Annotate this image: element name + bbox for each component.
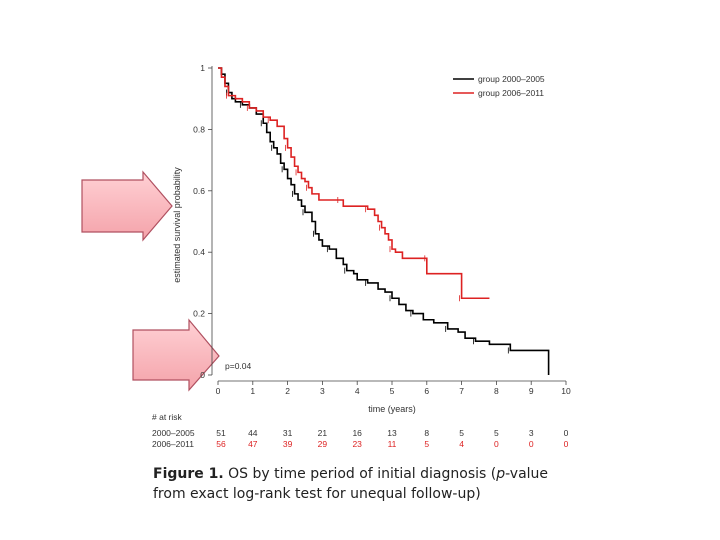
x-axis-label: time (years)	[368, 404, 416, 414]
y-tick-label: 0.8	[193, 124, 205, 134]
at-risk-group-label-2: 2006–2011	[152, 439, 194, 449]
p-value-annotation: p=0.04	[225, 361, 252, 371]
at-risk-value: 29	[318, 439, 328, 449]
at-risk-value: 21	[318, 428, 328, 438]
y-tick-label: 0.4	[193, 247, 205, 257]
x-tick-label: 9	[529, 386, 534, 396]
at-risk-group-label-1: 2000–2005	[152, 428, 195, 438]
x-tick-label: 6	[424, 386, 429, 396]
legend-label-2: group 2006–2011	[478, 88, 544, 98]
at-risk-value: 39	[283, 439, 293, 449]
x-tick-label: 3	[320, 386, 325, 396]
caption-text-2: -value from exact log-rank test for uneq…	[153, 466, 549, 502]
at-risk-value: 51	[216, 428, 226, 438]
legend-label-1: group 2000–2005	[478, 74, 545, 84]
at-risk-value: 56	[216, 439, 226, 449]
at-risk-value: 23	[352, 439, 362, 449]
at-risk-value: 11	[388, 439, 397, 449]
x-tick-label: 2	[285, 386, 290, 396]
y-tick-label: 0.2	[193, 309, 205, 319]
at-risk-value: 5	[459, 428, 464, 438]
x-tick-label: 4	[355, 386, 360, 396]
x-tick-label: 5	[390, 386, 395, 396]
x-tick-label: 1	[250, 386, 255, 396]
x-tick-label: 8	[494, 386, 499, 396]
at-risk-value: 8	[424, 428, 429, 438]
at-risk-value: 0	[564, 439, 569, 449]
at-risk-value: 3	[529, 428, 534, 438]
series-line-2	[218, 67, 490, 300]
at-risk-value: 5	[494, 428, 499, 438]
at-risk-value: 0	[529, 439, 534, 449]
at-risk-value: 44	[248, 428, 258, 438]
at-risk-value: 47	[248, 439, 258, 449]
y-tick-label: 1	[200, 63, 205, 73]
figure-label: Figure 1.	[153, 466, 224, 482]
at-risk-value: 5	[424, 439, 429, 449]
arrow-icon-lower	[132, 318, 220, 392]
x-tick-label: 10	[561, 386, 571, 396]
figure-caption: Figure 1. OS by time period of initial d…	[153, 464, 583, 504]
caption-p: p	[496, 466, 506, 482]
at-risk-title: # at risk	[152, 412, 183, 422]
x-tick-label: 0	[216, 386, 221, 396]
at-risk-value: 4	[459, 439, 464, 449]
chart-legend: group 2000–2005 group 2006–2011	[453, 74, 545, 98]
at-risk-value: 31	[283, 428, 293, 438]
at-risk-value: 13	[387, 428, 397, 438]
arrow-icon-upper	[81, 170, 173, 242]
y-tick-label: 0	[200, 370, 205, 380]
y-axis-label: estimated survival probability	[172, 167, 182, 283]
chart-ticks: 0 1 2 3 4 5 6 7 8 9 10 0 0.2 0.4 0.6 0.8 1	[193, 63, 571, 396]
chart-axes	[211, 66, 566, 382]
y-tick-label: 0.6	[193, 186, 205, 196]
x-tick-label: 7	[459, 386, 464, 396]
chart-series	[218, 67, 550, 375]
at-risk-value: 16	[352, 428, 362, 438]
at-risk-value: 0	[494, 439, 499, 449]
series-line-1	[218, 67, 550, 375]
at-risk-value: 0	[564, 428, 569, 438]
caption-text-1: OS by time period of initial diagnosis (	[223, 466, 497, 482]
